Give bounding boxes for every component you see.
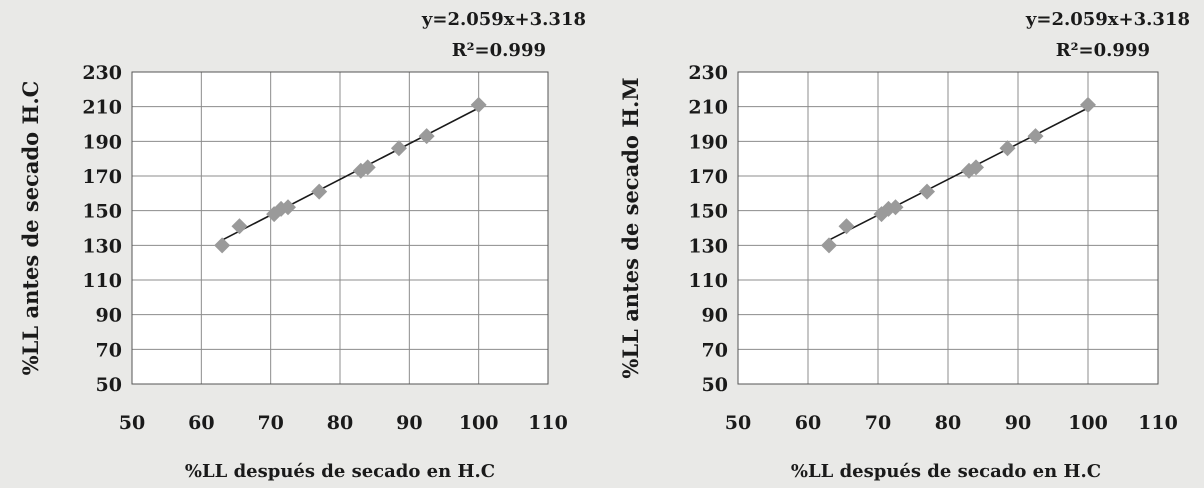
- y-tick-labels: 230 210 190 170 150 130 110 90 70 50: [688, 62, 728, 396]
- y-tick-labels: 230 210 190 170 150 130 110 90 70 50: [82, 62, 122, 396]
- y-tick-label: 70: [96, 339, 122, 361]
- scatter-chart-left: 230 210 190 170 150 130 110 90 70 50 50 60 70 80 90 10…: [18, 9, 586, 482]
- data-points: [821, 96, 1096, 254]
- regression-equation: y=2.059x+3.318: [1025, 9, 1190, 30]
- y-tick-label: 90: [96, 305, 122, 327]
- y-tick-label: 230: [82, 62, 122, 84]
- x-tick-label: 50: [119, 412, 145, 434]
- y-tick-label: 70: [702, 339, 728, 361]
- x-tick-label: 110: [1138, 412, 1178, 434]
- y-tick-label: 230: [688, 62, 728, 84]
- plot-border: [131, 71, 549, 385]
- chart-panel-right: 230 210 190 170 150 130 110 90 70 50 50 60 70 80 90 10…: [602, 0, 1204, 488]
- y-tick-label: 110: [688, 270, 728, 292]
- data-points: [214, 96, 487, 254]
- data-point-marker: [390, 140, 407, 157]
- data-point-marker: [999, 140, 1016, 157]
- data-point-marker: [311, 183, 328, 200]
- x-tick-label: 90: [1005, 412, 1031, 434]
- data-point-marker: [280, 199, 296, 216]
- data-point-marker: [1080, 96, 1096, 113]
- trendline: [828, 107, 1089, 241]
- data-point-marker: [1027, 128, 1044, 145]
- x-tick-label: 80: [327, 412, 353, 434]
- x-axis-title: %LL después de secado en H.C: [791, 461, 1101, 482]
- x-tick-labels: 50 60 70 80 90 100 110: [119, 412, 568, 434]
- scatter-chart-right: 230 210 190 170 150 130 110 90 70 50 50 60 70 80 90 10…: [618, 9, 1190, 482]
- y-tick-label: 190: [688, 131, 728, 153]
- x-tick-label: 70: [865, 412, 891, 434]
- y-tick-label: 50: [702, 374, 728, 396]
- r-squared-label: R²=0.999: [452, 40, 546, 61]
- data-point-marker: [838, 218, 855, 235]
- x-tick-label: 110: [528, 412, 568, 434]
- data-point-marker: [887, 199, 904, 216]
- x-tick-label: 90: [396, 412, 422, 434]
- x-tick-label: 100: [459, 412, 499, 434]
- data-point-marker: [231, 218, 248, 235]
- data-point-marker: [968, 159, 984, 176]
- y-tick-label: 110: [82, 270, 122, 292]
- y-tick-label: 210: [82, 97, 122, 119]
- y-tick-label: 170: [82, 166, 122, 188]
- x-tick-label: 80: [935, 412, 961, 434]
- data-point-marker: [821, 237, 837, 254]
- y-tick-label: 50: [96, 374, 122, 396]
- data-point-marker: [418, 128, 435, 145]
- y-tick-label: 210: [688, 97, 728, 119]
- trendline: [221, 107, 480, 241]
- data-point-marker: [919, 183, 935, 200]
- y-tick-label: 130: [82, 235, 122, 257]
- y-axis-title: %LL antes de secado H.M: [618, 77, 643, 378]
- y-tick-label: 150: [688, 201, 728, 223]
- trendline-group: [221, 107, 480, 241]
- chart-panel-left: 230 210 190 170 150 130 110 90 70 50 50 60 70 80 90 10…: [18, 9, 586, 482]
- data-point-marker: [214, 237, 231, 254]
- x-tick-label: 60: [795, 412, 821, 434]
- plot-border: [737, 71, 1159, 385]
- y-tick-label: 170: [688, 166, 728, 188]
- x-axis-title: %LL después de secado en H.C: [185, 461, 495, 482]
- x-tick-label: 100: [1068, 412, 1108, 434]
- trendline-group: [828, 107, 1089, 241]
- r-squared-label: R²=0.999: [1056, 40, 1150, 61]
- data-point-marker: [359, 159, 376, 176]
- data-point-marker: [470, 96, 487, 113]
- x-tick-labels: 50 60 70 80 90 100 110: [725, 412, 1178, 434]
- y-tick-label: 90: [702, 305, 728, 327]
- y-axis-title: %LL antes de secado H.C: [18, 81, 43, 376]
- y-tick-label: 130: [688, 235, 728, 257]
- x-tick-label: 50: [725, 412, 751, 434]
- y-tick-label: 150: [82, 201, 122, 223]
- regression-equation: y=2.059x+3.318: [421, 9, 586, 30]
- x-tick-label: 70: [257, 412, 283, 434]
- x-tick-label: 60: [188, 412, 214, 434]
- y-tick-label: 190: [82, 131, 122, 153]
